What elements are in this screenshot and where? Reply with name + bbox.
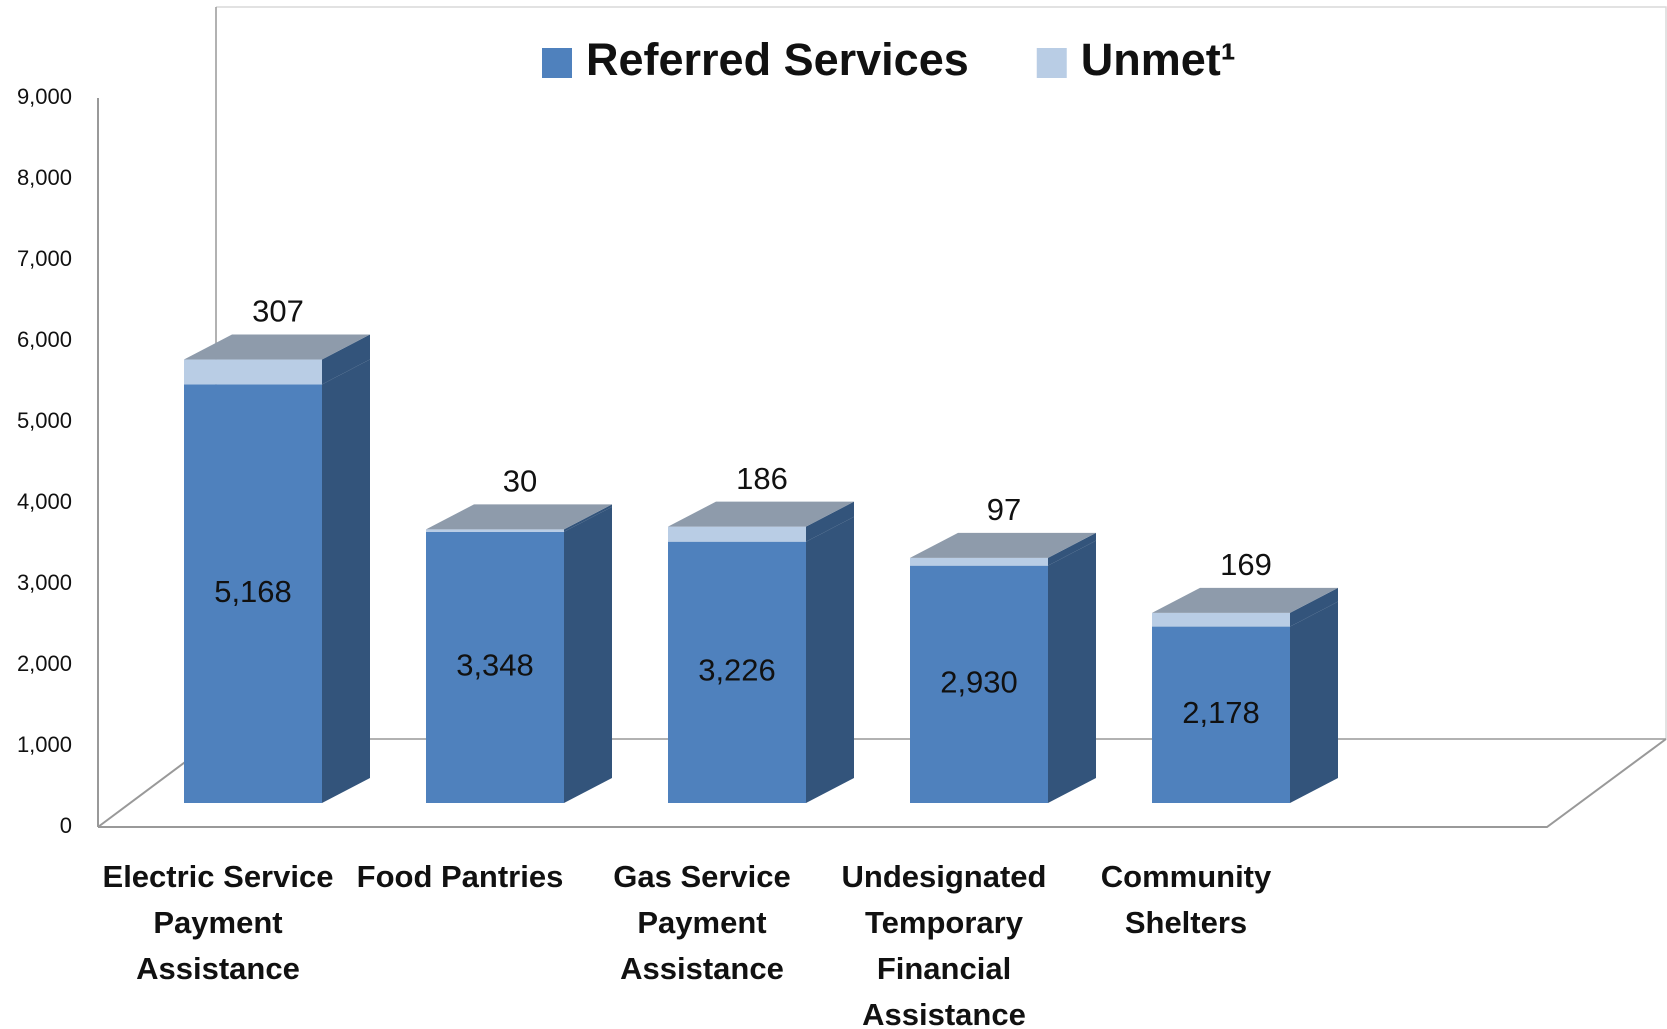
bar-top — [910, 532, 1096, 558]
legend-swatch — [542, 48, 572, 78]
x-tick-label: Undesignated Temporary Financial Assista… — [841, 859, 1047, 1029]
bar-side — [1048, 540, 1096, 803]
legend-label: Referred Services — [586, 34, 969, 85]
x-tick-label: Food Pantries — [356, 859, 564, 894]
value-label: 2,930 — [940, 665, 1018, 700]
value-label: 97 — [987, 492, 1021, 527]
legend-label: Unmet¹ — [1081, 34, 1236, 85]
bar — [668, 541, 806, 803]
y-tick-label: 4,000 — [17, 489, 72, 514]
y-tick-label: 2,000 — [17, 651, 72, 676]
y-tick-label: 9,000 — [17, 84, 72, 109]
bar — [184, 359, 322, 385]
bar — [910, 557, 1048, 566]
bar-side — [806, 516, 854, 803]
y-tick-label: 6,000 — [17, 327, 72, 352]
bar — [426, 531, 564, 803]
bar-top — [184, 334, 370, 360]
y-tick-label: 7,000 — [17, 246, 72, 271]
bar-side — [322, 359, 370, 803]
y-tick-label: 5,000 — [17, 408, 72, 433]
value-label: 307 — [252, 294, 304, 329]
bar-side — [564, 506, 612, 803]
bar-top — [1152, 587, 1338, 613]
bar — [910, 565, 1048, 803]
y-tick-label: 3,000 — [17, 570, 72, 595]
bar-side — [1048, 532, 1096, 566]
bar — [1152, 626, 1290, 803]
back-wall — [216, 6, 1667, 739]
floor-front — [98, 738, 1667, 828]
x-tick-label: Gas Service Payment Assistance — [613, 859, 791, 986]
value-label: 5,168 — [214, 574, 292, 609]
bar-side — [806, 501, 854, 542]
bar-top — [426, 504, 612, 530]
value-label: 3,348 — [456, 648, 534, 683]
y-tick-label: 1,000 — [17, 732, 72, 757]
bar-side — [322, 334, 370, 385]
x-tick-label: Electric Service Payment Assistance — [102, 859, 334, 986]
value-label: 2,178 — [1182, 695, 1260, 730]
bar — [426, 529, 564, 532]
value-label: 186 — [736, 461, 788, 496]
bar — [1152, 612, 1290, 627]
value-label: 30 — [503, 464, 537, 499]
y-tick-label: 0 — [60, 813, 72, 838]
x-tick-label: Community Shelters — [1100, 859, 1272, 940]
legend-swatch — [1036, 48, 1067, 78]
value-label: 3,226 — [698, 653, 776, 688]
bar-side — [1290, 587, 1338, 627]
bar — [668, 526, 806, 542]
bar-side — [564, 504, 612, 532]
value-label: 169 — [1220, 547, 1272, 582]
bar-top — [668, 501, 854, 527]
bar — [184, 384, 322, 803]
y-tick-label: 8,000 — [17, 165, 72, 190]
bar-side — [1290, 601, 1338, 803]
